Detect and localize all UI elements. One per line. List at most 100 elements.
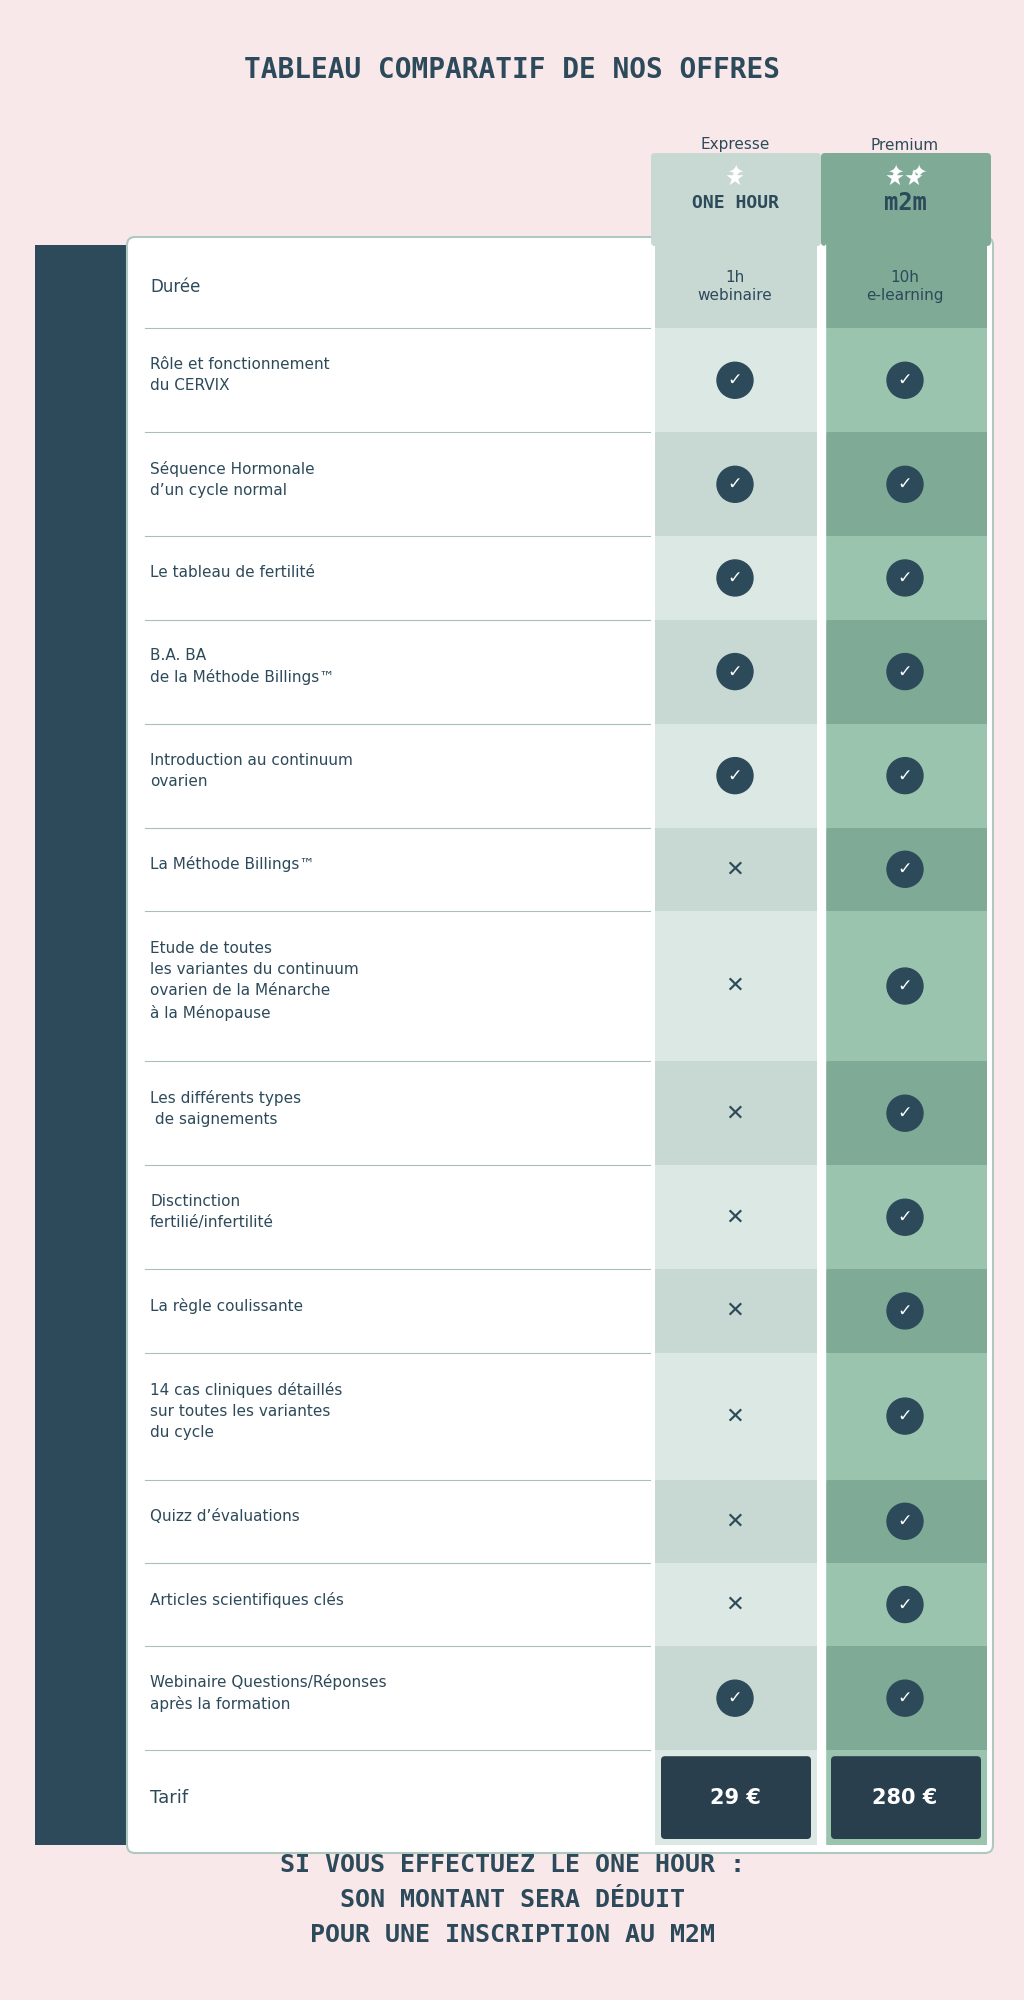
FancyBboxPatch shape — [655, 536, 817, 620]
FancyBboxPatch shape — [825, 1352, 987, 1480]
Text: ✓: ✓ — [898, 1408, 912, 1426]
Text: Expresse: Expresse — [700, 138, 770, 152]
Text: B.A. BA
de la Méthode Billings™: B.A. BA de la Méthode Billings™ — [150, 648, 335, 686]
Text: ✦: ✦ — [887, 162, 903, 182]
Circle shape — [887, 1200, 923, 1236]
Text: 1h
webinaire: 1h webinaire — [697, 270, 772, 302]
FancyBboxPatch shape — [655, 1270, 817, 1352]
Text: ✓: ✓ — [728, 766, 742, 784]
Circle shape — [887, 758, 923, 794]
FancyBboxPatch shape — [825, 620, 987, 724]
FancyBboxPatch shape — [831, 1756, 981, 1840]
Text: ✓: ✓ — [898, 662, 912, 680]
Text: SI VOUS EFFECTUEZ LE ONE HOUR :
SON MONTANT SERA DÉDUIT
POUR UNE INSCRIPTION AU : SI VOUS EFFECTUEZ LE ONE HOUR : SON MONT… — [280, 1852, 744, 1948]
Text: ✓: ✓ — [728, 372, 742, 390]
FancyBboxPatch shape — [651, 154, 821, 246]
FancyBboxPatch shape — [825, 1270, 987, 1352]
FancyBboxPatch shape — [825, 328, 987, 432]
FancyBboxPatch shape — [655, 620, 817, 724]
Text: ✓: ✓ — [728, 662, 742, 680]
Text: La Méthode Billings™: La Méthode Billings™ — [150, 856, 314, 872]
FancyBboxPatch shape — [655, 328, 817, 432]
FancyBboxPatch shape — [35, 244, 130, 1844]
Circle shape — [717, 758, 753, 794]
Text: ONE HOUR: ONE HOUR — [691, 194, 778, 212]
Text: ★: ★ — [725, 170, 745, 190]
Text: ✓: ✓ — [898, 1596, 912, 1614]
Circle shape — [717, 1680, 753, 1716]
Text: Tarif: Tarif — [150, 1788, 188, 1806]
Circle shape — [717, 654, 753, 690]
Text: ✦: ✦ — [727, 162, 743, 182]
Circle shape — [887, 1680, 923, 1716]
Circle shape — [887, 1504, 923, 1540]
Text: ✓: ✓ — [898, 1208, 912, 1226]
Circle shape — [887, 1096, 923, 1132]
FancyBboxPatch shape — [655, 1166, 817, 1270]
Text: ✕: ✕ — [726, 1208, 744, 1228]
Text: ✓: ✓ — [728, 1690, 742, 1708]
Circle shape — [887, 1586, 923, 1622]
Text: La règle coulissante: La règle coulissante — [150, 1298, 303, 1314]
FancyBboxPatch shape — [825, 910, 987, 1062]
Text: ★★: ★★ — [885, 170, 925, 190]
Text: Articles scientifiques clés: Articles scientifiques clés — [150, 1592, 344, 1608]
Text: Introduction au continuum
ovarien: Introduction au continuum ovarien — [150, 752, 353, 788]
FancyBboxPatch shape — [655, 724, 817, 828]
Text: ✦: ✦ — [909, 162, 926, 182]
FancyBboxPatch shape — [655, 1562, 817, 1646]
FancyBboxPatch shape — [655, 1750, 817, 1844]
FancyBboxPatch shape — [655, 1646, 817, 1750]
Text: TABLEAU COMPARATIF DE NOS OFFRES: TABLEAU COMPARATIF DE NOS OFFRES — [244, 56, 780, 84]
Text: Les différents types
 de saignements: Les différents types de saignements — [150, 1090, 301, 1126]
Text: ✕: ✕ — [726, 1406, 744, 1426]
Circle shape — [887, 362, 923, 398]
FancyBboxPatch shape — [821, 154, 991, 246]
Text: ✕: ✕ — [726, 1104, 744, 1124]
Text: Disctinction
fertilié/infertilité: Disctinction fertilié/infertilité — [150, 1194, 274, 1230]
Text: ✓: ✓ — [728, 568, 742, 586]
Text: Etude de toutes
les variantes du continuum
ovarien de la Ménarche
à la Ménopause: Etude de toutes les variantes du continu… — [150, 942, 358, 1020]
Text: ✓: ✓ — [898, 372, 912, 390]
Text: ✓: ✓ — [898, 1104, 912, 1122]
FancyBboxPatch shape — [655, 432, 817, 536]
Text: 280 €: 280 € — [872, 1788, 938, 1808]
Circle shape — [887, 560, 923, 596]
Circle shape — [887, 466, 923, 502]
Text: 10h
e-learning: 10h e-learning — [866, 270, 944, 302]
FancyBboxPatch shape — [655, 1062, 817, 1166]
FancyBboxPatch shape — [655, 910, 817, 1062]
Text: 29 €: 29 € — [710, 1788, 761, 1808]
Text: Quizz d’évaluations: Quizz d’évaluations — [150, 1508, 300, 1524]
Text: 14 cas cliniques détaillés
sur toutes les variantes
du cycle: 14 cas cliniques détaillés sur toutes le… — [150, 1382, 342, 1440]
Text: Rôle et fonctionnement
du CERVIX: Rôle et fonctionnement du CERVIX — [150, 358, 330, 394]
FancyBboxPatch shape — [655, 1352, 817, 1480]
Text: ✓: ✓ — [898, 476, 912, 494]
FancyBboxPatch shape — [655, 244, 817, 328]
Circle shape — [717, 560, 753, 596]
FancyBboxPatch shape — [655, 828, 817, 910]
Text: ✓: ✓ — [898, 1512, 912, 1530]
FancyBboxPatch shape — [127, 236, 993, 1852]
FancyBboxPatch shape — [825, 1750, 987, 1844]
Circle shape — [887, 852, 923, 888]
FancyBboxPatch shape — [825, 828, 987, 910]
FancyBboxPatch shape — [825, 432, 987, 536]
FancyBboxPatch shape — [825, 1166, 987, 1270]
Text: ✓: ✓ — [898, 860, 912, 878]
Text: ✕: ✕ — [726, 976, 744, 996]
Text: ✓: ✓ — [898, 978, 912, 996]
Text: m2m: m2m — [884, 192, 927, 214]
Text: ✓: ✓ — [728, 476, 742, 494]
FancyBboxPatch shape — [825, 536, 987, 620]
FancyBboxPatch shape — [825, 1480, 987, 1562]
Circle shape — [887, 1292, 923, 1328]
FancyBboxPatch shape — [655, 1480, 817, 1562]
Circle shape — [887, 654, 923, 690]
Text: Webinaire Questions/Réponses
après la formation: Webinaire Questions/Réponses après la fo… — [150, 1674, 387, 1712]
Circle shape — [887, 1398, 923, 1434]
Text: Séquence Hormonale
d’un cycle normal: Séquence Hormonale d’un cycle normal — [150, 460, 314, 498]
Circle shape — [717, 362, 753, 398]
FancyBboxPatch shape — [825, 724, 987, 828]
FancyBboxPatch shape — [825, 1646, 987, 1750]
